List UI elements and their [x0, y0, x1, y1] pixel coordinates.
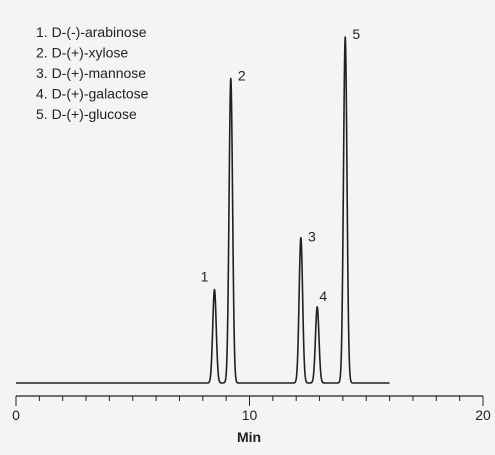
x-tick-label: 0	[12, 407, 20, 423]
legend-item: 3. D-(+)-mannose	[36, 65, 146, 81]
peak-label: 4	[319, 288, 327, 304]
chromatogram-trace-group	[15, 36, 391, 384]
x-tick-label: 10	[242, 407, 258, 423]
peak-label: 5	[352, 26, 360, 42]
legend-item: 4. D-(+)-galactose	[36, 86, 149, 102]
x-axis-title: Min	[237, 429, 261, 445]
peak-label: 1	[201, 269, 209, 285]
peak-label: 3	[308, 229, 316, 245]
chromatogram-trace	[15, 36, 391, 384]
legend-item: 2. D-(+)-xylose	[36, 45, 128, 61]
legend-item: 5. D-(+)-glucose	[36, 106, 137, 122]
legend-item: 1. D-(-)-arabinose	[36, 24, 147, 40]
x-axis: 0 10 20	[12, 395, 491, 423]
legend: 1. D-(-)-arabinose 2. D-(+)-xylose 3. D-(+…	[36, 24, 149, 122]
peak-label: 2	[238, 68, 246, 84]
peak-labels: 1 2 3 4 5	[201, 26, 361, 304]
x-tick-label: 20	[475, 407, 491, 423]
